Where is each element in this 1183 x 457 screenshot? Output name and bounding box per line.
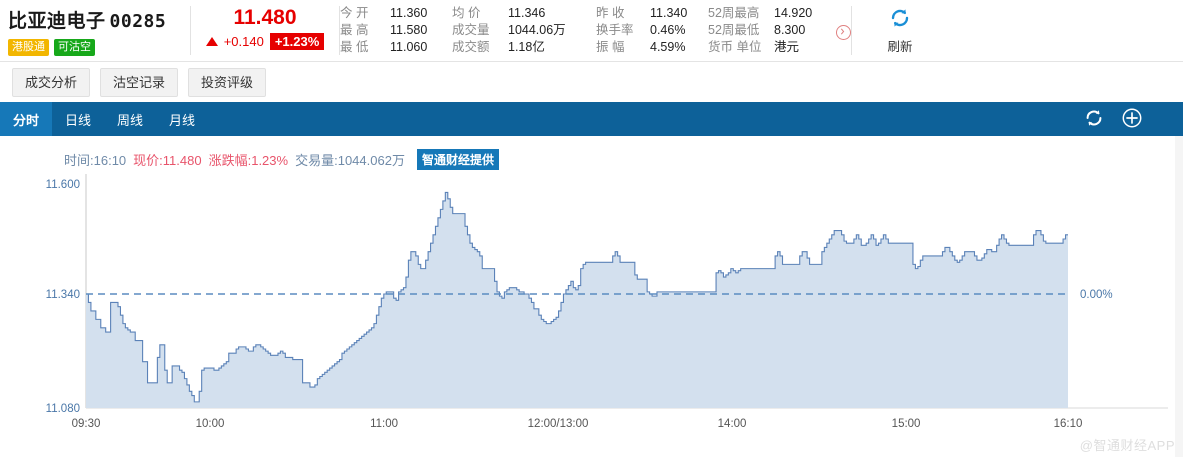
status-badge-shortable: 可沽空 xyxy=(54,39,95,56)
stock-identity: 比亚迪电子 00285 港股通 可沽空 xyxy=(0,0,190,61)
quote-value: 14.920 xyxy=(774,6,813,20)
table-row: 货币 单位 港元 xyxy=(708,39,851,56)
watermark: @智通财经APP xyxy=(1079,438,1175,453)
tooltip-time: 时间:16:10 xyxy=(64,153,127,168)
badge-group: 港股通 可沽空 xyxy=(8,39,190,56)
divider xyxy=(190,6,191,55)
period-tab-daily[interactable]: 日线 xyxy=(65,112,92,128)
svg-text:10:00: 10:00 xyxy=(196,418,225,430)
refresh-icon xyxy=(888,6,912,33)
quote-column-1: 今 开 11.360 最 高 11.580 最 低 11.060 xyxy=(340,5,452,61)
stock-code: 00285 xyxy=(109,11,167,32)
table-row: 成交量 1044.06万 xyxy=(452,22,596,39)
refresh-button[interactable]: 刷新 xyxy=(852,0,948,61)
quote-value: 11.340 xyxy=(650,6,688,20)
period-tab-intraday[interactable]: 分时 xyxy=(0,102,53,136)
svg-text:12:00/13:00: 12:00/13:00 xyxy=(528,418,589,430)
stock-name: 比亚迪电子 xyxy=(8,11,106,32)
plus-circle-icon[interactable] xyxy=(1121,107,1143,132)
svg-text:14:00: 14:00 xyxy=(718,418,747,430)
quote-value: 港元 xyxy=(774,40,800,54)
last-price: 11.480 xyxy=(233,6,297,29)
quote-column-3: 昨 收 11.340 换手率 0.46% 振 幅 4.59% xyxy=(596,5,708,61)
period-tab-monthly[interactable]: 月线 xyxy=(169,112,196,128)
svg-text:0.00%: 0.00% xyxy=(1080,289,1113,301)
svg-text:11:00: 11:00 xyxy=(370,418,398,430)
table-row: 最 高 11.580 xyxy=(340,22,452,39)
tab-short-selling-record[interactable]: 沽空记录 xyxy=(100,67,179,97)
intraday-chart[interactable]: 时间:16:10 现价:11.480 涨跌幅:1.23% 交易量:1044.06… xyxy=(0,136,1183,457)
period-tab-weekly[interactable]: 周线 xyxy=(117,112,144,128)
price-area-plot[interactable]: 11.600 11.340 11.080 09:30 10:00 11:00 12:00/1… xyxy=(0,136,1183,457)
table-row: 昨 收 11.340 xyxy=(596,5,708,22)
quote-value: 11.580 xyxy=(390,23,428,37)
table-row: 52周最低 8.300 xyxy=(708,22,851,40)
page-title: 比亚迪电子 00285 xyxy=(8,6,190,33)
tooltip-price: 现价:11.480 xyxy=(133,153,202,168)
quote-value: 1.18亿 xyxy=(508,40,545,54)
quote-table: 今 开 11.360 最 高 11.580 最 低 11.060 均 价 11.… xyxy=(340,0,851,61)
quote-label: 货币 单位 xyxy=(708,40,762,54)
chart-tooltip-line: 时间:16:10 现价:11.480 涨跌幅:1.23% 交易量:1044.06… xyxy=(64,149,499,170)
quote-label: 换手率 xyxy=(596,23,634,37)
table-row: 52周最高 14.920 xyxy=(708,5,851,22)
quote-column-4: 52周最高 14.920 52周最低 8.300 货币 单位 港元 xyxy=(708,5,851,61)
change-absolute: +0.140 xyxy=(223,34,264,49)
tooltip-volume: 交易量:1044.062万 xyxy=(295,153,405,168)
quote-label: 52周最高 xyxy=(708,6,760,20)
scrollbar-track[interactable] xyxy=(1175,136,1183,457)
table-row: 振 幅 4.59% xyxy=(596,39,708,56)
quote-label: 最 低 xyxy=(340,40,369,54)
quote-value: 11.060 xyxy=(390,40,428,54)
quote-value: 8.300 xyxy=(774,23,806,37)
table-row: 均 价 11.346 xyxy=(452,5,596,22)
svg-text:11.080: 11.080 xyxy=(46,403,80,415)
quote-value: 11.360 xyxy=(390,6,428,20)
quote-label: 成交量 xyxy=(452,23,490,37)
quote-value: 11.346 xyxy=(508,6,546,20)
price-block: 11.480 +0.140 +1.23% xyxy=(191,0,339,61)
divider xyxy=(339,6,340,55)
quote-column-2: 均 价 11.346 成交量 1044.06万 成交额 1.18亿 xyxy=(452,5,596,61)
analysis-tab-row: 成交分析 沽空记录 投资评级 xyxy=(0,62,1183,102)
change-row: +0.140 +1.23% xyxy=(191,33,339,50)
table-row: 成交额 1.18亿 xyxy=(452,39,596,56)
status-badge-hk-connect: 港股通 xyxy=(8,39,49,56)
info-circle-icon[interactable] xyxy=(836,25,851,40)
period-tabs: 分时 日线 周线 月线 xyxy=(0,102,208,136)
change-percent-badge: +1.23% xyxy=(269,33,325,50)
svg-text:11.600: 11.600 xyxy=(46,179,80,191)
svg-text:11.340: 11.340 xyxy=(46,289,80,301)
quote-label: 最 高 xyxy=(340,23,369,37)
table-row: 最 低 11.060 xyxy=(340,39,452,56)
quote-label: 52周最低 xyxy=(708,23,760,37)
triangle-up-icon xyxy=(205,37,218,46)
chart-toolbar xyxy=(1083,107,1171,132)
quote-label: 昨 收 xyxy=(596,6,625,20)
provider-badge: 智通财经提供 xyxy=(416,149,499,170)
quote-label: 振 幅 xyxy=(596,40,625,54)
svg-text:09:30: 09:30 xyxy=(72,418,101,430)
table-row: 换手率 0.46% xyxy=(596,22,708,39)
quote-label: 成交额 xyxy=(452,40,490,54)
table-row: 今 开 11.360 xyxy=(340,5,452,22)
tooltip-change: 涨跌幅:1.23% xyxy=(208,153,289,168)
svg-text:15:00: 15:00 xyxy=(892,418,921,430)
quote-value: 1044.06万 xyxy=(508,23,566,37)
refresh-label: 刷新 xyxy=(887,40,913,54)
refresh-icon[interactable] xyxy=(1083,107,1105,132)
tab-trade-analysis[interactable]: 成交分析 xyxy=(12,67,91,97)
divider xyxy=(851,6,852,55)
quote-label: 今 开 xyxy=(340,6,369,20)
chart-period-bar: 分时 日线 周线 月线 xyxy=(0,102,1183,136)
stock-header: 比亚迪电子 00285 港股通 可沽空 11.480 +0.140 +1.23% … xyxy=(0,0,1183,62)
quote-value: 4.59% xyxy=(650,40,686,54)
quote-label: 均 价 xyxy=(452,6,481,20)
quote-value: 0.46% xyxy=(650,23,686,37)
svg-text:16:10: 16:10 xyxy=(1054,418,1083,430)
tab-investment-rating[interactable]: 投资评级 xyxy=(188,67,267,97)
